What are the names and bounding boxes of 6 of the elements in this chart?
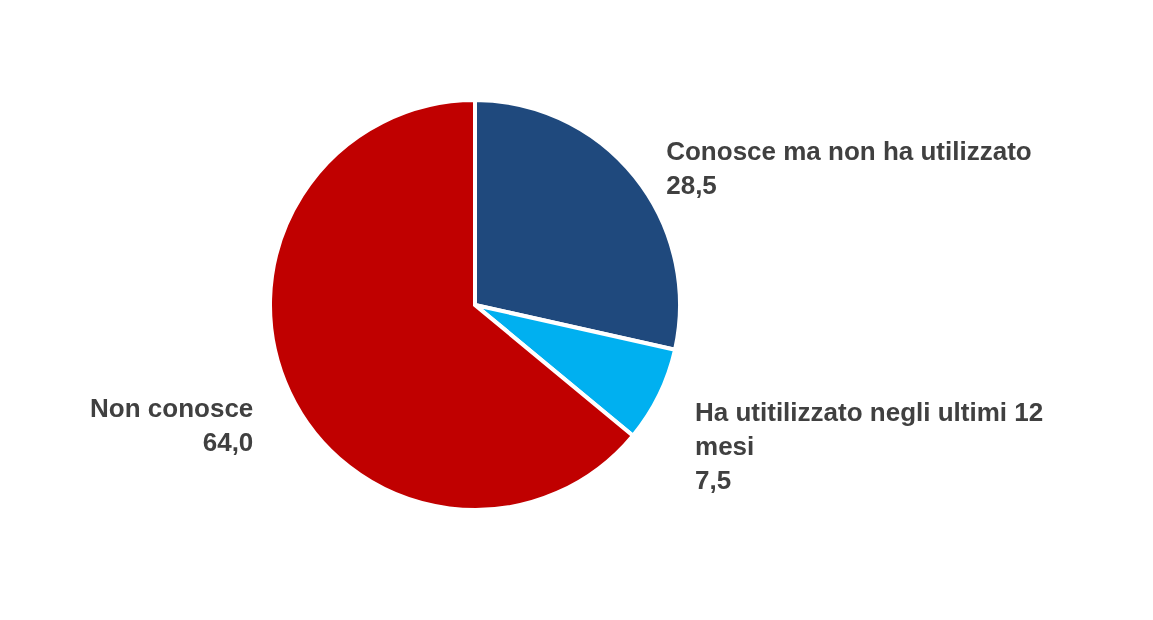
slice-label: Non conosce	[90, 393, 254, 424]
data-label: 64,0	[202, 427, 254, 458]
data-label: 28,5	[666, 169, 717, 200]
data-label: 7,5	[695, 464, 732, 495]
slice-label: Ha utitilizzato negli ultimi 12 mesi	[695, 396, 1044, 461]
slice-label: Conosce ma non ha utilizzato	[666, 135, 1032, 166]
